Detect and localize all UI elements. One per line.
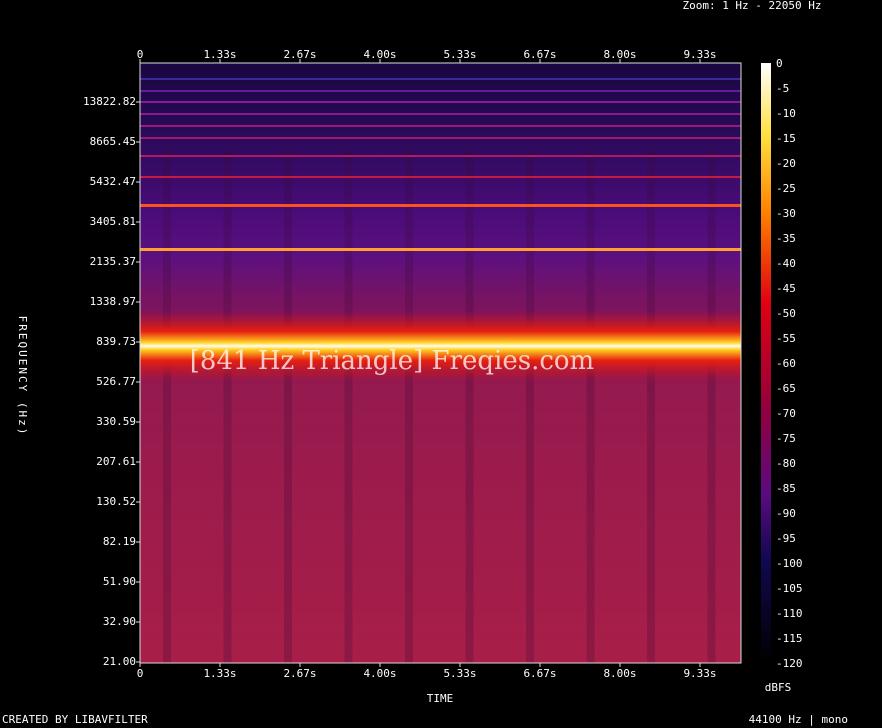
x-tick-label-bottom: 6.67s	[523, 667, 556, 680]
fundamental-band	[140, 310, 741, 382]
x-tick-label-bottom: 2.67s	[283, 667, 316, 680]
colorbar-tick-label: -20	[776, 157, 796, 170]
colorbar-tick-label: -10	[776, 107, 796, 120]
colorbar-tick-label: -40	[776, 257, 796, 270]
x-tick-label-top: 1.33s	[203, 48, 236, 61]
y-tick-label: 21.00	[103, 655, 136, 668]
colorbar-tick-label: -90	[776, 507, 796, 520]
y-tick-label: 8665.45	[90, 135, 136, 148]
x-tick-label-bottom: 9.33s	[683, 667, 716, 680]
time-stripe	[586, 150, 595, 663]
time-stripe	[526, 150, 534, 663]
y-tick-label: 32.90	[103, 615, 136, 628]
colorbar-tick-label: -55	[776, 332, 796, 345]
zoom-label: Zoom: 1 Hz - 22050 Hz	[682, 0, 821, 12]
colorbar-unit: dBFS	[765, 681, 792, 694]
x-tick-label-top: 0	[137, 48, 144, 61]
y-tick-label: 2135.37	[90, 255, 136, 268]
harmonic-line	[140, 155, 741, 157]
y-tick-label: 130.52	[96, 495, 136, 508]
harmonic-line	[140, 204, 741, 207]
colorbar	[761, 63, 771, 663]
y-tick-label: 526.77	[96, 375, 136, 388]
x-tick-label-top: 9.33s	[683, 48, 716, 61]
y-tick-label: 839.73	[96, 335, 136, 348]
colorbar-tick-label: -75	[776, 432, 796, 445]
colorbar-tick-label: -65	[776, 382, 796, 395]
spectrogram	[140, 63, 741, 663]
colorbar-tick-label: -60	[776, 357, 796, 370]
x-tick-label-bottom: 8.00s	[603, 667, 636, 680]
colorbar-tick-label: -115	[776, 632, 803, 645]
colorbar-tick-label: -50	[776, 307, 796, 320]
footer-right: 44100 Hz | mono	[749, 713, 848, 726]
y-tick-label: 13822.82	[83, 95, 136, 108]
x-tick-label-bottom: 0	[137, 667, 144, 680]
harmonic-line	[140, 78, 741, 80]
colorbar-tick-label: -120	[776, 657, 803, 670]
x-tick-label-top: 6.67s	[523, 48, 556, 61]
colorbar-tick-label: -110	[776, 607, 803, 620]
colorbar-tick-label: -100	[776, 557, 803, 570]
harmonic-line	[140, 137, 741, 139]
harmonic-line	[140, 125, 741, 127]
harmonic-line	[140, 176, 741, 178]
watermark: [841 Hz Triangle] Freqies.com	[190, 346, 594, 376]
y-tick-label: 3405.81	[90, 215, 136, 228]
time-stripe	[223, 150, 232, 663]
colorbar-tick-label: 0	[776, 57, 783, 70]
harmonic-line	[140, 113, 741, 115]
time-stripe	[163, 150, 171, 663]
colorbar-tick-label: -70	[776, 407, 796, 420]
colorbar-tick-label: -30	[776, 207, 796, 220]
time-stripe	[647, 150, 655, 663]
colorbar-tick-label: -35	[776, 232, 796, 245]
time-stripe	[284, 150, 292, 663]
time-stripe	[405, 150, 413, 663]
y-tick-label: 1338.97	[90, 295, 136, 308]
colorbar-tick-label: -80	[776, 457, 796, 470]
y-tick-label: 207.61	[96, 455, 136, 468]
y-tick-label: 82.19	[103, 535, 136, 548]
colorbar-tick-label: -105	[776, 582, 803, 595]
time-stripe	[465, 150, 474, 663]
x-axis-label: TIME	[427, 692, 454, 705]
footer-left: CREATED BY LIBAVFILTER	[2, 713, 148, 726]
colorbar-tick-label: -15	[776, 132, 796, 145]
y-tick-label: 5432.47	[90, 175, 136, 188]
x-tick-label-top: 4.00s	[363, 48, 396, 61]
colorbar-tick-label: -95	[776, 532, 796, 545]
y-tick-label: 330.59	[96, 415, 136, 428]
harmonic-line	[140, 101, 741, 103]
time-stripe	[344, 150, 353, 663]
x-tick-label-bottom: 4.00s	[363, 667, 396, 680]
colorbar-tick-label: -25	[776, 182, 796, 195]
y-axis-label: FREQUENCY (Hz)	[16, 316, 29, 437]
harmonic-line	[140, 248, 741, 251]
x-tick-label-top: 8.00s	[603, 48, 636, 61]
harmonic-line	[140, 90, 741, 92]
colorbar-tick-label: -45	[776, 282, 796, 295]
y-tick-label: 51.90	[103, 575, 136, 588]
x-tick-label-top: 2.67s	[283, 48, 316, 61]
colorbar-tick-label: -5	[776, 82, 789, 95]
x-tick-label-bottom: 5.33s	[443, 667, 476, 680]
colorbar-tick-label: -85	[776, 482, 796, 495]
plot-frame	[139, 62, 742, 664]
x-tick-label-top: 5.33s	[443, 48, 476, 61]
time-stripe	[707, 150, 716, 663]
x-tick-label-bottom: 1.33s	[203, 667, 236, 680]
